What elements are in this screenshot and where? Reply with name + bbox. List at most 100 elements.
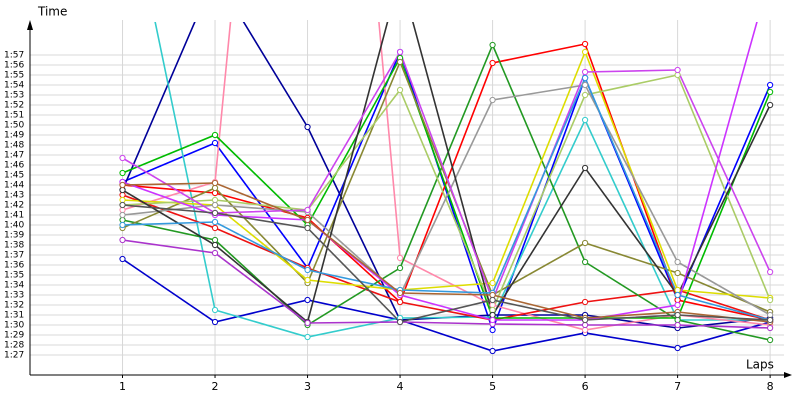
data-point (489, 279, 496, 287)
data-point (304, 319, 311, 327)
y-tick-label: 1:32 (4, 301, 24, 311)
data-point (674, 286, 681, 294)
data-point (489, 296, 496, 304)
data-point (211, 249, 219, 257)
data-point (489, 291, 496, 299)
data-point (119, 236, 126, 244)
x-tick-label: 4 (397, 380, 404, 393)
data-point (396, 289, 404, 297)
data-point (396, 254, 404, 262)
data-point (674, 66, 681, 74)
y-tick-label: 1:36 (4, 261, 24, 271)
plot-area (119, 22, 774, 355)
y-tick-label: 1:41 (4, 211, 24, 221)
y-tick-label: 1:34 (4, 281, 24, 291)
data-point (674, 269, 681, 277)
data-point (489, 326, 496, 334)
x-tick-label: 7 (674, 380, 681, 393)
data-point (767, 336, 774, 344)
data-point (119, 191, 126, 199)
data-point (767, 311, 774, 319)
series-line (122, 49, 771, 333)
data-point (119, 206, 126, 214)
data-point (489, 59, 496, 67)
data-point (396, 58, 404, 66)
data-point (304, 206, 311, 214)
data-point (581, 48, 589, 56)
data-point (581, 68, 589, 76)
x-tick-label: 3 (304, 380, 311, 393)
series-line (122, 56, 771, 319)
data-point (396, 318, 404, 326)
y-tick-label: 1:53 (4, 91, 24, 101)
data-point (211, 224, 219, 232)
y-tick-label: 1:47 (4, 151, 24, 161)
data-point (119, 186, 126, 194)
y-tick-label: 1:51 (4, 111, 24, 121)
x-axis-title: Laps (746, 358, 774, 372)
y-tick-label: 1:48 (4, 141, 24, 151)
y-axis-arrow (27, 20, 33, 30)
y-tick-label: 1:54 (4, 81, 24, 91)
data-point (581, 239, 589, 247)
data-point (581, 74, 589, 82)
data-point (396, 264, 404, 272)
data-point (674, 321, 681, 329)
data-point (304, 266, 311, 274)
data-point (767, 324, 774, 332)
data-point (489, 301, 496, 309)
data-point (489, 316, 496, 324)
data-point (581, 321, 589, 329)
data-point (581, 164, 589, 172)
data-point (119, 211, 126, 219)
data-point (211, 196, 219, 204)
data-point (211, 236, 219, 244)
data-point (304, 296, 311, 304)
x-tick-label: 2 (212, 380, 219, 393)
data-point (396, 86, 404, 94)
data-point (211, 218, 219, 226)
series-line (122, 50, 771, 303)
y-tick-label: 1:39 (4, 231, 24, 241)
data-point (211, 318, 219, 326)
data-point (674, 301, 681, 309)
data-point (674, 316, 681, 324)
data-point (674, 291, 681, 299)
data-point (119, 181, 126, 189)
data-point (304, 123, 311, 131)
data-point (211, 306, 219, 314)
data-point (674, 71, 681, 79)
data-point (581, 316, 589, 324)
data-point (767, 296, 774, 304)
series-line (122, 84, 771, 316)
series-line (122, 239, 771, 329)
y-tick-label: 1:40 (4, 221, 24, 231)
data-point (396, 48, 404, 56)
x-tick-label: 8 (767, 380, 774, 393)
data-point (674, 344, 681, 352)
y-tick-label: 1:49 (4, 131, 24, 141)
data-point (581, 81, 589, 89)
y-tick-label: 1:50 (4, 121, 24, 131)
y-tick-label: 1:35 (4, 271, 24, 281)
y-tick-label: 1:42 (4, 201, 24, 211)
data-point (581, 326, 589, 334)
data-point (396, 298, 404, 306)
series-line (122, 258, 771, 352)
data-point (211, 131, 219, 139)
y-tick-label: 1:33 (4, 291, 24, 301)
y-tick-label: 1:46 (4, 161, 24, 171)
series-line (122, 59, 771, 313)
data-point (581, 91, 589, 99)
y-axis-title: Time (37, 5, 67, 19)
series-line (122, 74, 771, 313)
series-line (122, 75, 771, 321)
y-tick-label: 1:45 (4, 171, 24, 181)
data-point (211, 201, 219, 209)
data-point (304, 216, 311, 224)
y-tick-label: 1:43 (4, 191, 24, 201)
data-point (119, 196, 126, 204)
data-point (767, 81, 774, 89)
data-point (211, 179, 219, 187)
series-line (122, 22, 771, 324)
